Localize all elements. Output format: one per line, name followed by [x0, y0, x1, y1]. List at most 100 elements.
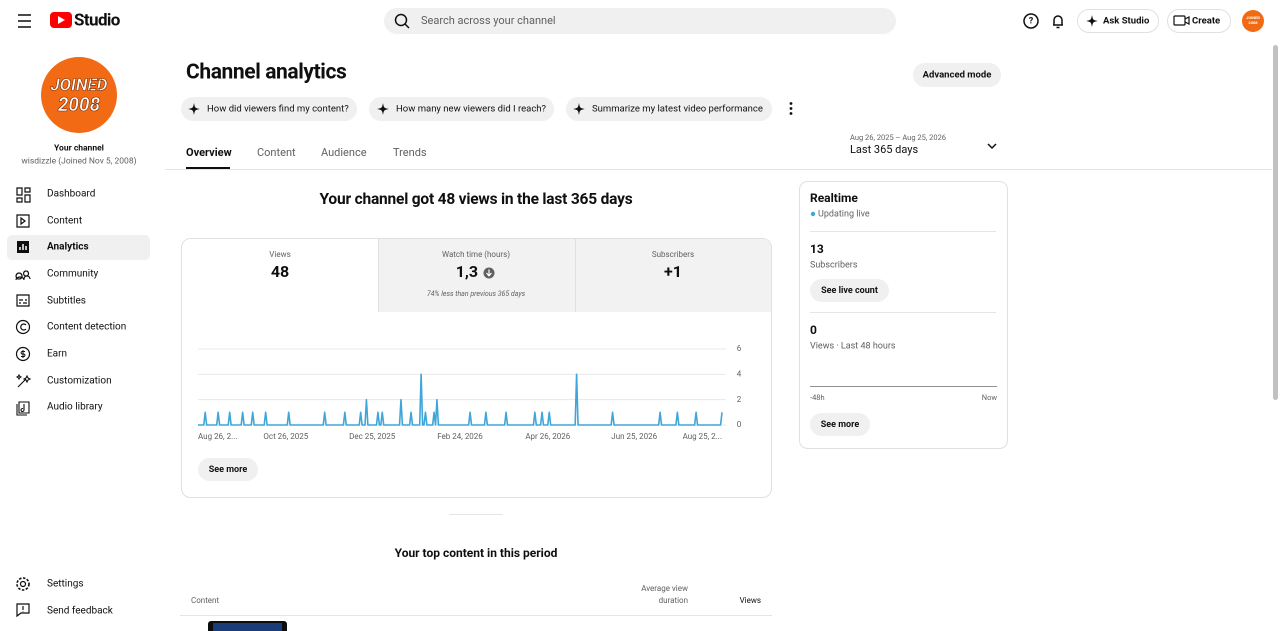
channel-avatar-text: 2008	[58, 93, 101, 116]
metric-note: 74% less than previous 365 days	[427, 290, 526, 298]
nav-item[interactable]: Earn	[47, 349, 67, 360]
realtime-subscribers: 13	[810, 242, 824, 256]
create-icon	[1173, 15, 1186, 26]
search-box[interactable]	[384, 8, 896, 34]
advanced-mode-button[interactable]	[913, 63, 1001, 87]
icon	[15, 373, 32, 388]
advanced-mode-label: Advanced mode	[923, 70, 992, 81]
create-icon	[1184, 16, 1190, 25]
chip-label: How did viewers find my content?	[207, 104, 349, 115]
tab[interactable]: Trends	[393, 146, 427, 159]
icon	[19, 244, 27, 250]
y-tick-label: 2	[737, 395, 742, 404]
chip[interactable]	[566, 97, 772, 121]
series-line	[198, 373, 723, 426]
channel-label: Your channel	[54, 143, 104, 153]
see-more-button[interactable]	[198, 458, 258, 481]
nav-item[interactable]: Dashboard	[47, 189, 95, 200]
more-menu[interactable]	[789, 102, 793, 115]
nav: Dashboard Content Analytics Community Su…	[47, 189, 126, 617]
chips: How did viewers find my content? How man…	[181, 97, 772, 121]
account-avatar[interactable]	[1242, 10, 1264, 32]
realtime-axis-label: -48h	[810, 393, 825, 402]
icon	[16, 214, 30, 228]
nav-item[interactable]: Audio library	[47, 402, 103, 413]
chip[interactable]	[369, 97, 554, 121]
account-avatar-text: JOINED	[1246, 15, 1260, 20]
nav-item[interactable]: Analytics	[47, 242, 89, 253]
see-more-button[interactable]	[810, 413, 870, 436]
icon	[18, 14, 31, 28]
channel-avatar[interactable]	[41, 57, 117, 133]
nav-item[interactable]: Content detection	[47, 322, 126, 333]
tab-underline	[186, 167, 230, 169]
search-icon	[404, 23, 410, 29]
live-count-button[interactable]	[810, 279, 889, 302]
metric-label[interactable]: Views	[269, 250, 290, 259]
realtime-title: Realtime	[810, 191, 858, 205]
icon	[20, 323, 27, 331]
tab[interactable]: Audience	[321, 146, 367, 159]
nav-item[interactable]: Community	[47, 269, 98, 280]
icon	[16, 187, 31, 203]
section-title: Your top content in this period	[395, 546, 558, 560]
x-tick-label: Aug 26, 2...	[198, 432, 237, 441]
metric-label[interactable]: Subscribers	[652, 250, 694, 259]
icon	[19, 580, 27, 588]
icon	[16, 603, 30, 618]
help-glyph: ?	[1029, 16, 1034, 26]
chip-label: Summarize my latest video performance	[592, 104, 763, 115]
logo-text[interactable]: Studio	[74, 10, 121, 30]
create-button[interactable]	[1167, 9, 1231, 33]
nav-item[interactable]: Subtitles	[47, 296, 86, 307]
icon	[16, 401, 30, 416]
create-label: Create	[1192, 16, 1220, 27]
ask-studio-label: Ask Studio	[1103, 16, 1150, 27]
x-tick-label: Jun 25, 2026	[611, 432, 657, 441]
trend-down-arrow	[486, 269, 492, 277]
nav-item[interactable]: Settings	[47, 579, 84, 590]
icon	[15, 346, 31, 362]
x-tick-label: Apr 26, 2026	[525, 432, 570, 441]
live-count-label: See live count	[821, 286, 878, 296]
icon	[15, 319, 31, 335]
page-title: Channel analytics	[186, 61, 347, 85]
nav-item[interactable]: Send feedback	[47, 605, 114, 617]
metric-value: 48	[271, 262, 289, 281]
y-tick-label: 6	[737, 344, 742, 353]
date-range: Aug 26, 2025 – Aug 25, 2026	[850, 133, 946, 142]
hamburger[interactable]	[18, 14, 31, 28]
realtime-label: Views · Last 48 hours	[810, 341, 896, 351]
nav-item[interactable]: Content	[47, 216, 82, 227]
ask-studio-button[interactable]	[1077, 9, 1159, 33]
headline: Your channel got 48 views in the last 36…	[320, 190, 633, 208]
dot	[789, 107, 793, 110]
x-tick-label: Aug 25, 2...	[683, 432, 722, 441]
logo-play	[58, 16, 65, 24]
sparkle-icon	[573, 103, 585, 115]
nav-item[interactable]: Customization	[47, 376, 112, 387]
search-placeholder: Search across your channel	[421, 14, 556, 27]
icon	[20, 350, 26, 358]
sparkle-icon	[188, 103, 200, 115]
channel-avatar-text: JOINED	[50, 75, 107, 95]
realtime-label: Subscribers	[810, 260, 858, 270]
help-icon[interactable]	[1023, 13, 1039, 29]
notifications-icon[interactable]	[1053, 15, 1063, 29]
tab[interactable]: Content	[257, 146, 296, 159]
column-header[interactable]: Views	[740, 596, 761, 605]
chip-label: How many new viewers did I reach?	[396, 104, 547, 115]
chip[interactable]	[181, 97, 357, 121]
x-tick-label: Feb 24, 2026	[437, 432, 483, 441]
tab[interactable]: Overview	[186, 146, 232, 159]
realtime-card	[799, 181, 1008, 449]
nav-active-bg	[7, 235, 150, 260]
period[interactable]: Last 365 days	[850, 143, 918, 156]
icon	[15, 270, 31, 281]
metric-label[interactable]: Watch time (hours)	[442, 250, 510, 259]
column-header: Average view	[641, 584, 688, 593]
period-dropdown[interactable]	[987, 143, 997, 150]
scrollbar[interactable]	[1273, 45, 1278, 400]
metric-value: 1,3	[456, 262, 478, 281]
